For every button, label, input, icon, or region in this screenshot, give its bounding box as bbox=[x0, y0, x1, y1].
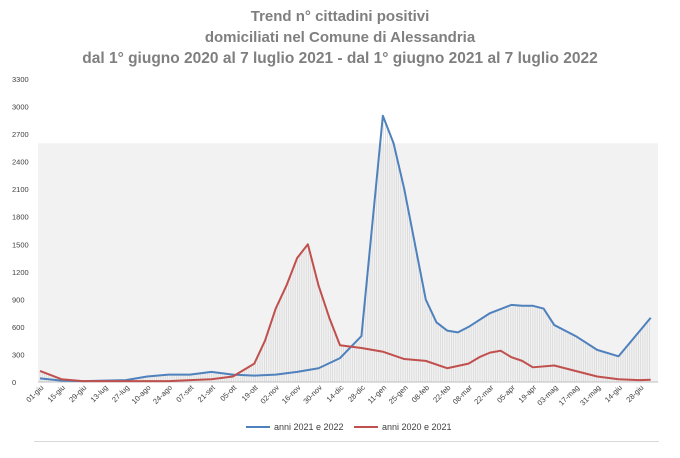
x-tick-label: 15-giu bbox=[46, 383, 67, 404]
x-tick-label: 25-gen bbox=[387, 383, 410, 406]
series-line-1 bbox=[39, 114, 652, 383]
x-tick-label: 08-feb bbox=[410, 383, 431, 404]
series-line-2 bbox=[39, 243, 651, 383]
y-tick-label: 2700 bbox=[12, 130, 29, 139]
y-tick-label: 1200 bbox=[12, 268, 29, 277]
x-tick-label: 14-dic bbox=[325, 383, 346, 404]
x-tick-label: 30-nov bbox=[301, 383, 324, 406]
legend-label-2: anni 2020 e 2021 bbox=[382, 422, 452, 432]
x-tick-label: 27-lug bbox=[110, 383, 131, 404]
x-tick-label: 05-apr bbox=[495, 383, 517, 405]
x-tick-label: 03-mag bbox=[535, 383, 559, 407]
x-tick-label: 17-mag bbox=[557, 383, 581, 407]
x-tick-label: 31-mag bbox=[578, 383, 602, 407]
x-tick-label: 14-giu bbox=[603, 383, 624, 404]
y-tick-label: 1500 bbox=[12, 240, 29, 249]
chart-title-line-1: Trend n° cittadini positivi bbox=[250, 8, 430, 25]
y-tick-label: 600 bbox=[12, 323, 25, 332]
legend-divider bbox=[34, 441, 659, 442]
x-tick-label: 24-ago bbox=[151, 383, 174, 406]
y-tick-label: 300 bbox=[12, 350, 25, 359]
y-tick-label: 3000 bbox=[12, 103, 29, 112]
x-tick-label: 21-set bbox=[196, 382, 218, 404]
x-tick-label: 01-giu bbox=[24, 383, 45, 404]
y-tick-label: 2100 bbox=[12, 185, 29, 194]
x-tick-label: 02-nov bbox=[259, 383, 282, 406]
y-tick-label: 900 bbox=[12, 295, 25, 304]
series-lines bbox=[39, 114, 652, 383]
chart-title: Trend n° cittadini positivi domiciliati … bbox=[0, 6, 680, 69]
y-tick-label: 2400 bbox=[12, 158, 29, 167]
y-tick-label: 1800 bbox=[12, 213, 29, 222]
x-tick-label: 19-ott bbox=[240, 382, 261, 403]
x-axis-ticks: 01-giu 15-giu 29-giu 13-lug 27-lug10-ago24-a… bbox=[24, 382, 645, 407]
x-tick-label: 22-mar bbox=[472, 383, 496, 407]
x-tick-label: 13-lug bbox=[89, 383, 110, 404]
x-tick-label: 29-giu bbox=[67, 383, 88, 404]
legend: anni 2021 e 2022 anni 2020 e 2021 bbox=[246, 422, 452, 432]
legend-label-1: anni 2021 e 2022 bbox=[274, 422, 344, 432]
chart-title-line-2: domiciliati nel Comune di Alessandria bbox=[204, 29, 476, 46]
x-tick-label: 08-mar bbox=[451, 383, 475, 407]
y-tick-label: 0 bbox=[12, 378, 16, 387]
x-tick-label: 10-ago bbox=[130, 383, 153, 406]
x-tick-label: 07-set bbox=[174, 382, 196, 404]
x-tick-label: 22-feb bbox=[431, 383, 452, 404]
x-tick-label: 16-nov bbox=[280, 383, 303, 406]
x-tick-label: 28-giu bbox=[624, 383, 645, 404]
chart-title-line-3: dal 1° giugno 2020 al 7 luglio 2021 - da… bbox=[82, 50, 598, 67]
x-tick-label: 28-dic bbox=[346, 383, 367, 404]
y-tick-label: 3300 bbox=[12, 75, 29, 84]
background-hatching bbox=[39, 116, 650, 382]
x-tick-label: 11-gen bbox=[366, 383, 388, 405]
x-tick-label: 05-ott bbox=[218, 382, 239, 403]
